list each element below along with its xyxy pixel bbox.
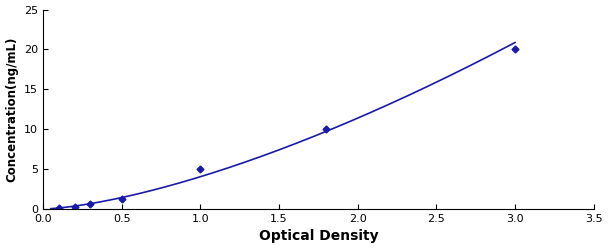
X-axis label: Optical Density: Optical Density (258, 229, 378, 244)
Y-axis label: Concentration(ng/mL): Concentration(ng/mL) (5, 37, 19, 182)
